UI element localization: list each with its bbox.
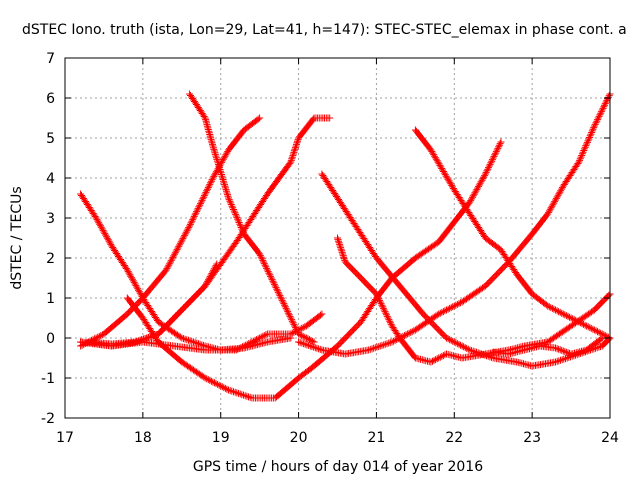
series-markers [77,190,295,354]
series-markers [411,126,614,342]
series-arc [77,190,295,354]
x-tick-label: 18 [134,430,152,446]
y-axis-ticks: -2 -1 0 1 2 3 4 5 6 7 [41,51,610,427]
series-arc [489,334,606,358]
series-arc [77,114,334,350]
series-markers [489,334,606,358]
x-tick-label: 21 [368,430,386,446]
series-arc [186,90,318,346]
series-markers [77,114,334,350]
y-tick-label: -1 [41,371,55,387]
y-tick-label: 7 [46,51,55,67]
series-group [77,90,614,402]
y-tick-label: 5 [46,131,55,147]
series-markers [318,170,614,370]
chart-title: dSTEC Iono. truth (ista, Lon=29, Lat=41,… [22,22,627,38]
x-tick-label: 17 [56,430,74,446]
plot-frame [64,57,611,419]
x-tick-label: 23 [523,430,541,446]
x-tick-label: 24 [601,430,619,446]
x-axis-ticks: 17 18 19 20 21 22 23 24 [56,58,619,446]
series-markers [77,310,326,354]
y-tick-label: 0 [46,331,55,347]
y-axis-label: dSTEC / TECUs [9,186,25,289]
series-arc [77,310,326,354]
x-tick-label: 19 [212,430,230,446]
y-tick-label: 1 [46,291,55,307]
y-tick-label: -2 [41,411,55,427]
series-markers [186,90,318,346]
x-tick-label: 22 [445,430,463,446]
series-arc [411,126,614,342]
x-tick-label: 20 [290,430,308,446]
x-axis-label: GPS time / hours of day 014 of year 2016 [193,459,483,475]
y-tick-label: 6 [46,91,55,107]
y-tick-label: 3 [46,211,55,227]
series-arc [318,170,614,370]
y-tick-label: 2 [46,251,55,267]
y-tick-label: 4 [46,171,55,187]
